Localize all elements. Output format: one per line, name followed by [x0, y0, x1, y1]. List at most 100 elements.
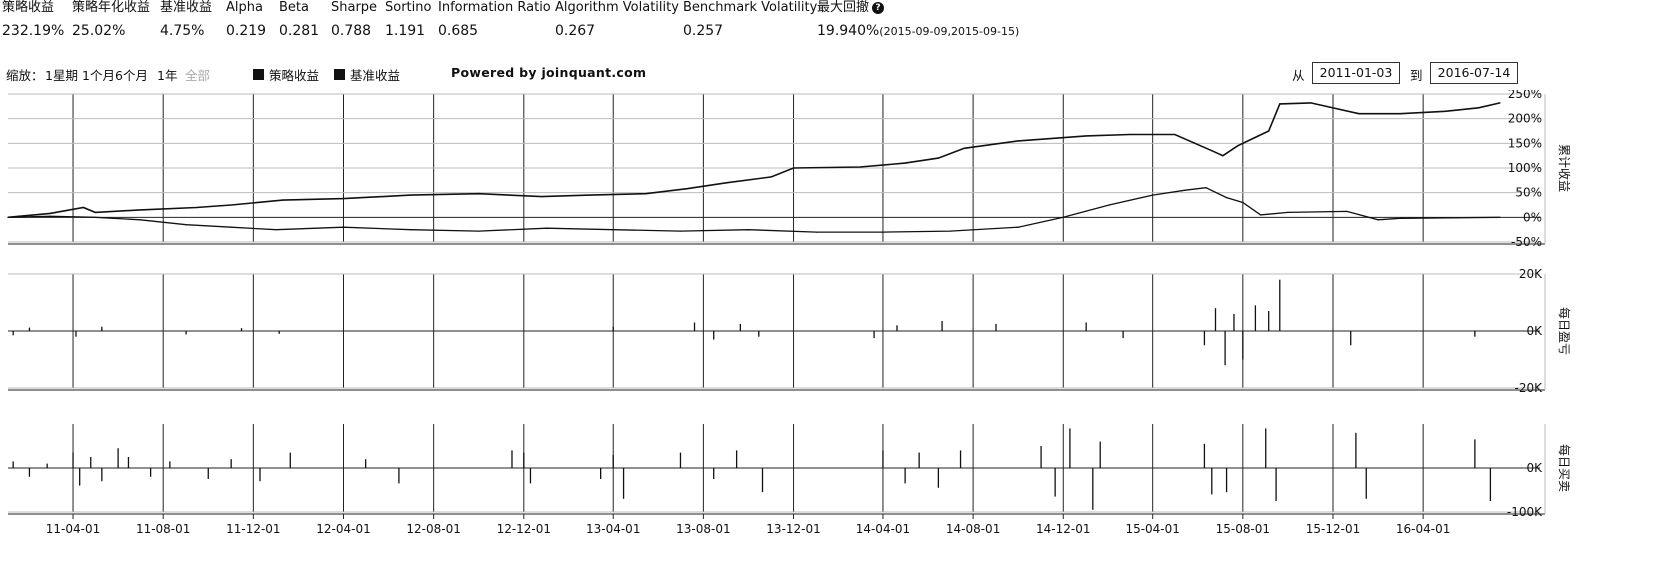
stat-algorithm-volatility: Algorithm Volatility 0.267 [555, 0, 679, 40]
stat-label: Information Ratio [438, 0, 551, 15]
legend-strategy[interactable]: 策略收益 [253, 65, 319, 84]
stats-bar: 策略收益 232.19% 策略年化收益 25.02% 基准收益 4.75% Al… [0, 0, 1669, 42]
stat-label: 策略收益 [2, 0, 55, 15]
chart-panel-3: 0K -100K 每日买卖 [8, 424, 1572, 519]
stat-value: 232.19% [2, 23, 65, 39]
y-tick-label: 50% [1515, 186, 1542, 200]
x-tick-label: 13-12-01 [766, 522, 820, 536]
data-point [1017, 226, 1019, 228]
data-point [1259, 214, 1262, 216]
data-point [139, 209, 141, 211]
data-point [342, 226, 345, 228]
stat-value: 0.257 [683, 23, 724, 39]
to-label: 到 [1410, 68, 1423, 83]
data-point [1211, 150, 1213, 152]
stat-information-ratio: Information Ratio 0.685 [438, 0, 551, 40]
data-point [1377, 219, 1379, 221]
chart-toolbar: 缩放： 1星期 1个月 6个月 1年 全部 策略收益 基准收益 Powered … [0, 62, 1669, 84]
stat-label: Benchmark Volatility [683, 0, 818, 15]
data-point [1085, 135, 1087, 137]
y-tick-label: 250% [1508, 90, 1542, 101]
y-tick-label: 150% [1508, 136, 1542, 150]
legend-benchmark[interactable]: 基准收益 [334, 65, 400, 84]
stat-benchmark-volatility: Benchmark Volatility 0.257 [683, 0, 817, 40]
data-point [679, 230, 682, 232]
zoom-1-week-button[interactable]: 1星期 [45, 68, 78, 83]
y-tick-label: 20K [1519, 267, 1543, 281]
data-point [1279, 103, 1281, 105]
stat-label: Sharpe [331, 0, 378, 15]
performance-chart[interactable]: 250% 200% 150% 100% 50% 0% -50% 累计收益 20K 0K -20K 每日… [0, 90, 1669, 568]
x-tick-label: 14-12-01 [1036, 522, 1090, 536]
data-point [478, 230, 480, 232]
y-tick-label: 0K [1526, 461, 1543, 475]
powered-by-link[interactable]: Powered by joinquant.com [451, 65, 647, 80]
stat-alpha: Alpha 0.219 [226, 0, 266, 40]
stat-label: Sortino [385, 0, 432, 15]
x-tick-label: 14-08-01 [946, 522, 1000, 536]
zoom-1-year-button[interactable]: 1年 [157, 68, 178, 83]
stat-beta: Beta 0.281 [279, 0, 319, 40]
data-point [1242, 201, 1244, 204]
stat-value: 0.281 [279, 23, 320, 39]
stat-label: Beta [279, 0, 309, 15]
stat-benchmark-return: 基准收益 4.75% [160, 0, 212, 40]
y-tick-label: 100% [1508, 161, 1542, 175]
data-point [1205, 187, 1207, 189]
zoom-all-button[interactable]: 全部 [185, 68, 211, 83]
legend-square-icon [253, 69, 264, 80]
data-point [342, 197, 345, 200]
x-tick-label: 15-04-01 [1125, 522, 1179, 536]
x-tick-label: 12-04-01 [316, 522, 370, 536]
x-tick-label: 14-04-01 [856, 522, 910, 536]
zoom-1-month-button[interactable]: 1个月 [82, 68, 115, 83]
y-tick-label: 0K [1526, 324, 1543, 338]
stat-value: 0.788 [331, 23, 372, 39]
from-date-input[interactable]: 2011-01-03 [1312, 62, 1400, 84]
x-tick-label: 11-12-01 [226, 522, 280, 536]
help-icon[interactable]: ? [872, 2, 885, 14]
x-axis: 11-04-01 11-08-01 11-12-01 12-04-01 12-08-01… [46, 514, 1450, 536]
data-point [1287, 211, 1289, 213]
data-point [230, 204, 232, 206]
data-point [792, 167, 795, 169]
data-point [49, 212, 51, 214]
y-axis-label: 累计收益 [1557, 144, 1571, 192]
stat-value: 0.685 [438, 23, 479, 39]
data-point [859, 166, 861, 168]
x-tick-label: 12-08-01 [406, 522, 460, 536]
data-point [82, 206, 84, 209]
data-point [686, 188, 688, 190]
data-point [282, 199, 284, 201]
data-point [1222, 155, 1224, 157]
series-line-strategy [7, 102, 1501, 219]
y-tick-label: -100K [1507, 505, 1543, 519]
data-point [770, 176, 772, 178]
data-point [725, 182, 727, 184]
data-point [1499, 102, 1501, 104]
y-axis-label: 每日盈亏 [1557, 307, 1572, 355]
data-point [1310, 102, 1312, 104]
x-tick-label: 12-12-01 [497, 522, 551, 536]
data-point [1129, 133, 1131, 136]
data-point [1062, 216, 1064, 218]
data-point [1252, 137, 1254, 139]
zoom-6-month-button[interactable]: 6个月 [115, 68, 148, 83]
to-date-input[interactable]: 2016-07-14 [1430, 62, 1518, 84]
series-line-benchmark [7, 187, 1501, 233]
stat-label-text: 最大回撤 [817, 0, 870, 15]
data-point [410, 194, 412, 196]
data-point [1399, 217, 1401, 219]
x-tick-label: 11-04-01 [46, 522, 100, 536]
stat-sharpe: Sharpe 0.788 [331, 0, 377, 40]
stat-sortino: Sortino 1.191 [385, 0, 431, 40]
legend-strategy-label: 策略收益 [269, 68, 320, 83]
chart-panel-1: 250% 200% 150% 100% 50% 0% -50% 累计收益 [7, 90, 1571, 249]
data-point [410, 229, 412, 231]
from-label: 从 [1292, 68, 1305, 83]
legend-square-icon [334, 69, 345, 80]
data-point [1017, 140, 1019, 142]
data-point [949, 230, 951, 232]
y-axis-label: 每日买卖 [1557, 444, 1572, 492]
x-tick-label: 13-08-01 [676, 522, 730, 536]
